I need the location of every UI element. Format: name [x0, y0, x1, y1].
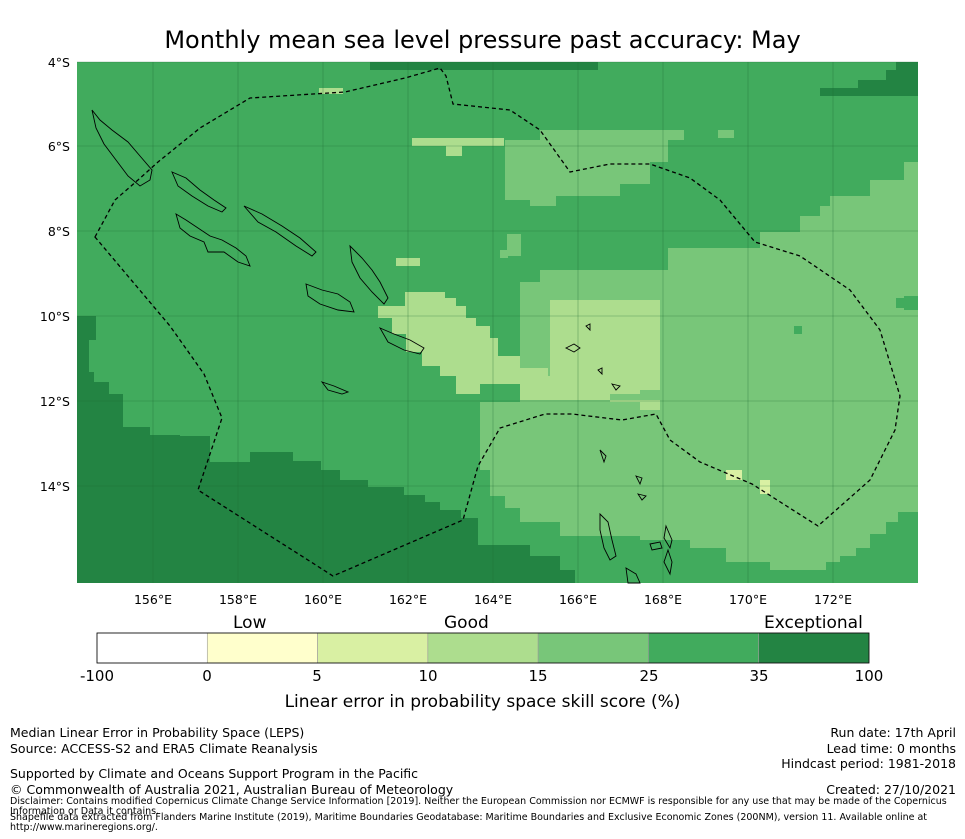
good-region-east	[505, 130, 684, 206]
footer-shapefile-2: http://www.marineregions.org/.	[10, 822, 158, 833]
lat-label: 8°S	[48, 224, 70, 239]
makira-island	[378, 327, 425, 355]
lon-label: 156°E	[134, 592, 172, 607]
santa-cruz-island	[564, 343, 581, 353]
duff-islands	[585, 323, 591, 332]
colorbar-segment	[758, 632, 870, 664]
footer-support: Supported by Climate and Oceans Support …	[10, 766, 419, 781]
vanuatu-malekula	[625, 567, 641, 584]
good-region-southeast	[480, 162, 918, 570]
malaita-island	[349, 244, 389, 305]
colorbar-segment	[427, 632, 539, 664]
good-band-light-2	[550, 300, 660, 394]
colorbar-segment	[317, 632, 429, 664]
lon-label: 164°E	[474, 592, 512, 607]
vanuatu-ambae	[649, 541, 663, 551]
reef-islands	[610, 383, 621, 391]
lat-label: 6°S	[48, 139, 70, 154]
band-label-exceptional: Exceptional	[764, 613, 863, 633]
lon-label: 162°E	[389, 592, 427, 607]
solomon-islands-eez	[94, 67, 901, 577]
footer-created: Created: 27/10/2021	[826, 782, 956, 797]
good-band-light	[378, 292, 660, 410]
footer-run-date: Run date: 17th April	[830, 725, 956, 740]
eez-boundaries	[94, 67, 901, 577]
colorbar-segment	[537, 632, 649, 664]
colorbar-segment	[96, 632, 208, 664]
new-georgia-island	[175, 213, 251, 267]
footer-disclaimer-2: Information or Data it contains.	[10, 806, 160, 817]
lat-label: 14°S	[40, 479, 70, 494]
map-title: Monthly mean sea level pressure past acc…	[164, 26, 801, 54]
skill-score-field	[77, 62, 918, 583]
colorbar-frame	[96, 632, 870, 664]
colorbar-caption: Linear error in probability space skill …	[284, 692, 681, 712]
colorbar-tick: 10	[418, 667, 438, 685]
colorbar-segment	[648, 632, 760, 664]
vanuatu-maewo	[663, 524, 673, 550]
latitude-labels: 4°S 6°S 8°S 10°S 12°S 14°S	[40, 55, 70, 494]
guadalcanal-island	[305, 283, 355, 313]
vanuatu-banks	[599, 449, 607, 464]
colorbar-segment	[206, 632, 318, 664]
vanuatu-torres	[635, 475, 643, 486]
band-label-low: Low	[233, 613, 267, 633]
footer-method: Median Linear Error in Probability Space…	[10, 725, 305, 740]
vanuatu-espiritu-santo	[599, 512, 617, 561]
exceptional-strip-top	[370, 62, 598, 70]
footer-lead-time: Lead time: 0 months	[826, 741, 956, 756]
lon-label: 168°E	[644, 592, 682, 607]
colorbar-tick: 35	[749, 667, 769, 685]
colorbar	[96, 632, 870, 664]
footer-source: Source: ACCESS-S2 and ERA5 Climate Reana…	[10, 741, 318, 756]
colorbar-tick: 100	[854, 667, 884, 685]
choiseul-island	[171, 171, 227, 213]
bougainville-island	[91, 109, 153, 187]
colorbar-tick: 0	[202, 667, 212, 685]
vanuatu-pentecost	[663, 548, 673, 576]
colorbar-tick: 15	[528, 667, 548, 685]
footer-disclaimer-1: Disclaimer: Contains modified Copernicus…	[10, 796, 947, 807]
lat-label: 12°S	[40, 394, 70, 409]
lon-label: 170°E	[729, 592, 767, 607]
lat-label: 4°S	[48, 55, 70, 70]
lat-label: 10°S	[40, 309, 70, 324]
santa-isabel-island	[243, 205, 317, 257]
colorbar-tick: 5	[312, 667, 322, 685]
exceptional-region	[77, 316, 575, 583]
vanuatu-vanualava	[636, 493, 647, 501]
rennell-island	[320, 381, 350, 395]
lon-label: 172°E	[814, 592, 852, 607]
footer-hindcast: Hindcast period: 1981-2018	[781, 756, 956, 771]
footer-shapefile-1: Shapefile data extracted from Flanders M…	[10, 812, 928, 823]
map-gridlines	[77, 61, 918, 583]
lon-label: 166°E	[559, 592, 597, 607]
tikopia	[597, 367, 603, 376]
lon-label: 158°E	[219, 592, 257, 607]
colorbar-tick: -100	[79, 667, 115, 685]
exceptional-region-ne	[820, 62, 918, 96]
land-outlines	[91, 109, 673, 584]
band-label-good: Good	[444, 613, 489, 633]
colorbar-tick: 25	[639, 667, 659, 685]
lon-label: 160°E	[304, 592, 342, 607]
footer-copyright: © Commonwealth of Australia 2021, Austra…	[10, 782, 454, 797]
longitude-labels: 156°E 158°E 160°E 162°E 164°E 166°E 168°…	[134, 592, 852, 607]
